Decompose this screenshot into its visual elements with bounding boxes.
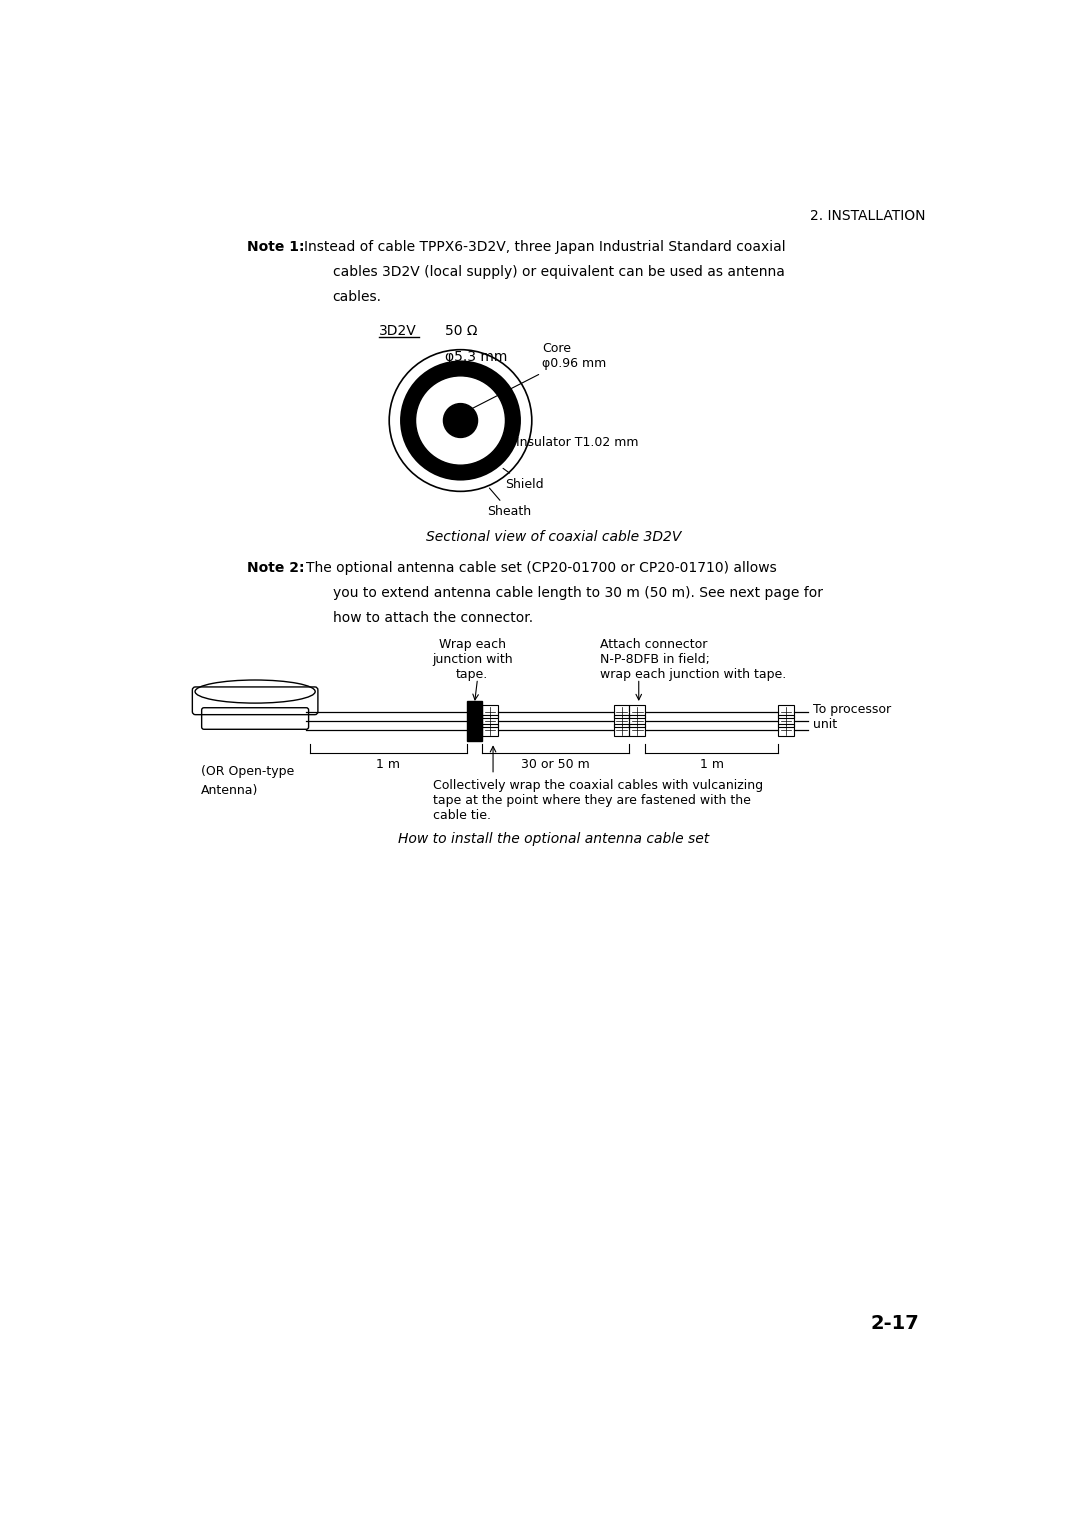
- Text: N-P-8DFB in field;: N-P-8DFB in field;: [600, 652, 710, 666]
- Text: Instead of cable TPPX6-3D2V, three Japan Industrial Standard coaxial: Instead of cable TPPX6-3D2V, three Japan…: [303, 240, 785, 254]
- Text: how to attach the connector.: how to attach the connector.: [333, 611, 532, 625]
- Bar: [779, 706, 794, 718]
- Text: The optional antenna cable set (CP20-01700 or CP20-01710) allows: The optional antenna cable set (CP20-017…: [306, 561, 777, 575]
- Text: 2. INSTALLATION: 2. INSTALLATION: [810, 209, 926, 223]
- Text: cables 3D2V (local supply) or equivalent can be used as antenna: cables 3D2V (local supply) or equivalent…: [333, 264, 784, 280]
- Text: Wrap each: Wrap each: [438, 637, 505, 651]
- Bar: [613, 715, 630, 727]
- Text: 30 or 50 m: 30 or 50 m: [522, 758, 590, 770]
- Bar: [467, 701, 482, 741]
- Text: cables.: cables.: [333, 290, 381, 304]
- Text: 1 m: 1 m: [377, 758, 401, 770]
- Bar: [613, 706, 630, 718]
- Bar: [613, 724, 630, 736]
- Text: 3D2V: 3D2V: [379, 324, 417, 338]
- Text: Core
φ0.96 mm: Core φ0.96 mm: [469, 342, 606, 410]
- Text: How to install the optional antenna cable set: How to install the optional antenna cabl…: [397, 833, 710, 847]
- Text: junction with: junction with: [432, 652, 512, 666]
- Text: 1 m: 1 m: [700, 758, 724, 770]
- Bar: [779, 715, 794, 727]
- Circle shape: [416, 376, 505, 465]
- Text: φ5.3 mm: φ5.3 mm: [445, 350, 508, 364]
- Text: Note 1:: Note 1:: [247, 240, 305, 254]
- Text: tape at the point where they are fastened with the: tape at the point where they are fastene…: [433, 795, 752, 807]
- Bar: [630, 706, 645, 718]
- Bar: [482, 715, 498, 727]
- Text: 50 Ω: 50 Ω: [445, 324, 477, 338]
- Text: tape.: tape.: [456, 668, 488, 681]
- Text: To processor
unit: To processor unit: [813, 703, 891, 730]
- Text: Sectional view of coaxial cable 3D2V: Sectional view of coaxial cable 3D2V: [426, 530, 681, 544]
- Bar: [482, 706, 498, 718]
- Text: Antenna): Antenna): [201, 784, 258, 798]
- Text: wrap each junction with tape.: wrap each junction with tape.: [600, 668, 786, 681]
- Text: Collectively wrap the coaxial cables with vulcanizing: Collectively wrap the coaxial cables wit…: [433, 779, 764, 792]
- Text: cable tie.: cable tie.: [433, 810, 491, 822]
- Bar: [779, 724, 794, 736]
- Text: Note 2:: Note 2:: [247, 561, 305, 575]
- Circle shape: [400, 361, 521, 481]
- Text: 2-17: 2-17: [870, 1314, 919, 1332]
- Text: Shield: Shield: [503, 469, 544, 490]
- Bar: [630, 715, 645, 727]
- Text: Sheath: Sheath: [488, 487, 531, 518]
- Text: (OR Open-type: (OR Open-type: [201, 766, 294, 778]
- Text: Attach connector: Attach connector: [600, 637, 707, 651]
- Circle shape: [444, 403, 477, 437]
- Bar: [482, 724, 498, 736]
- Text: you to extend antenna cable length to 30 m (50 m). See next page for: you to extend antenna cable length to 30…: [333, 587, 823, 601]
- Text: Insulator T1.02 mm: Insulator T1.02 mm: [496, 435, 638, 449]
- Bar: [630, 724, 645, 736]
